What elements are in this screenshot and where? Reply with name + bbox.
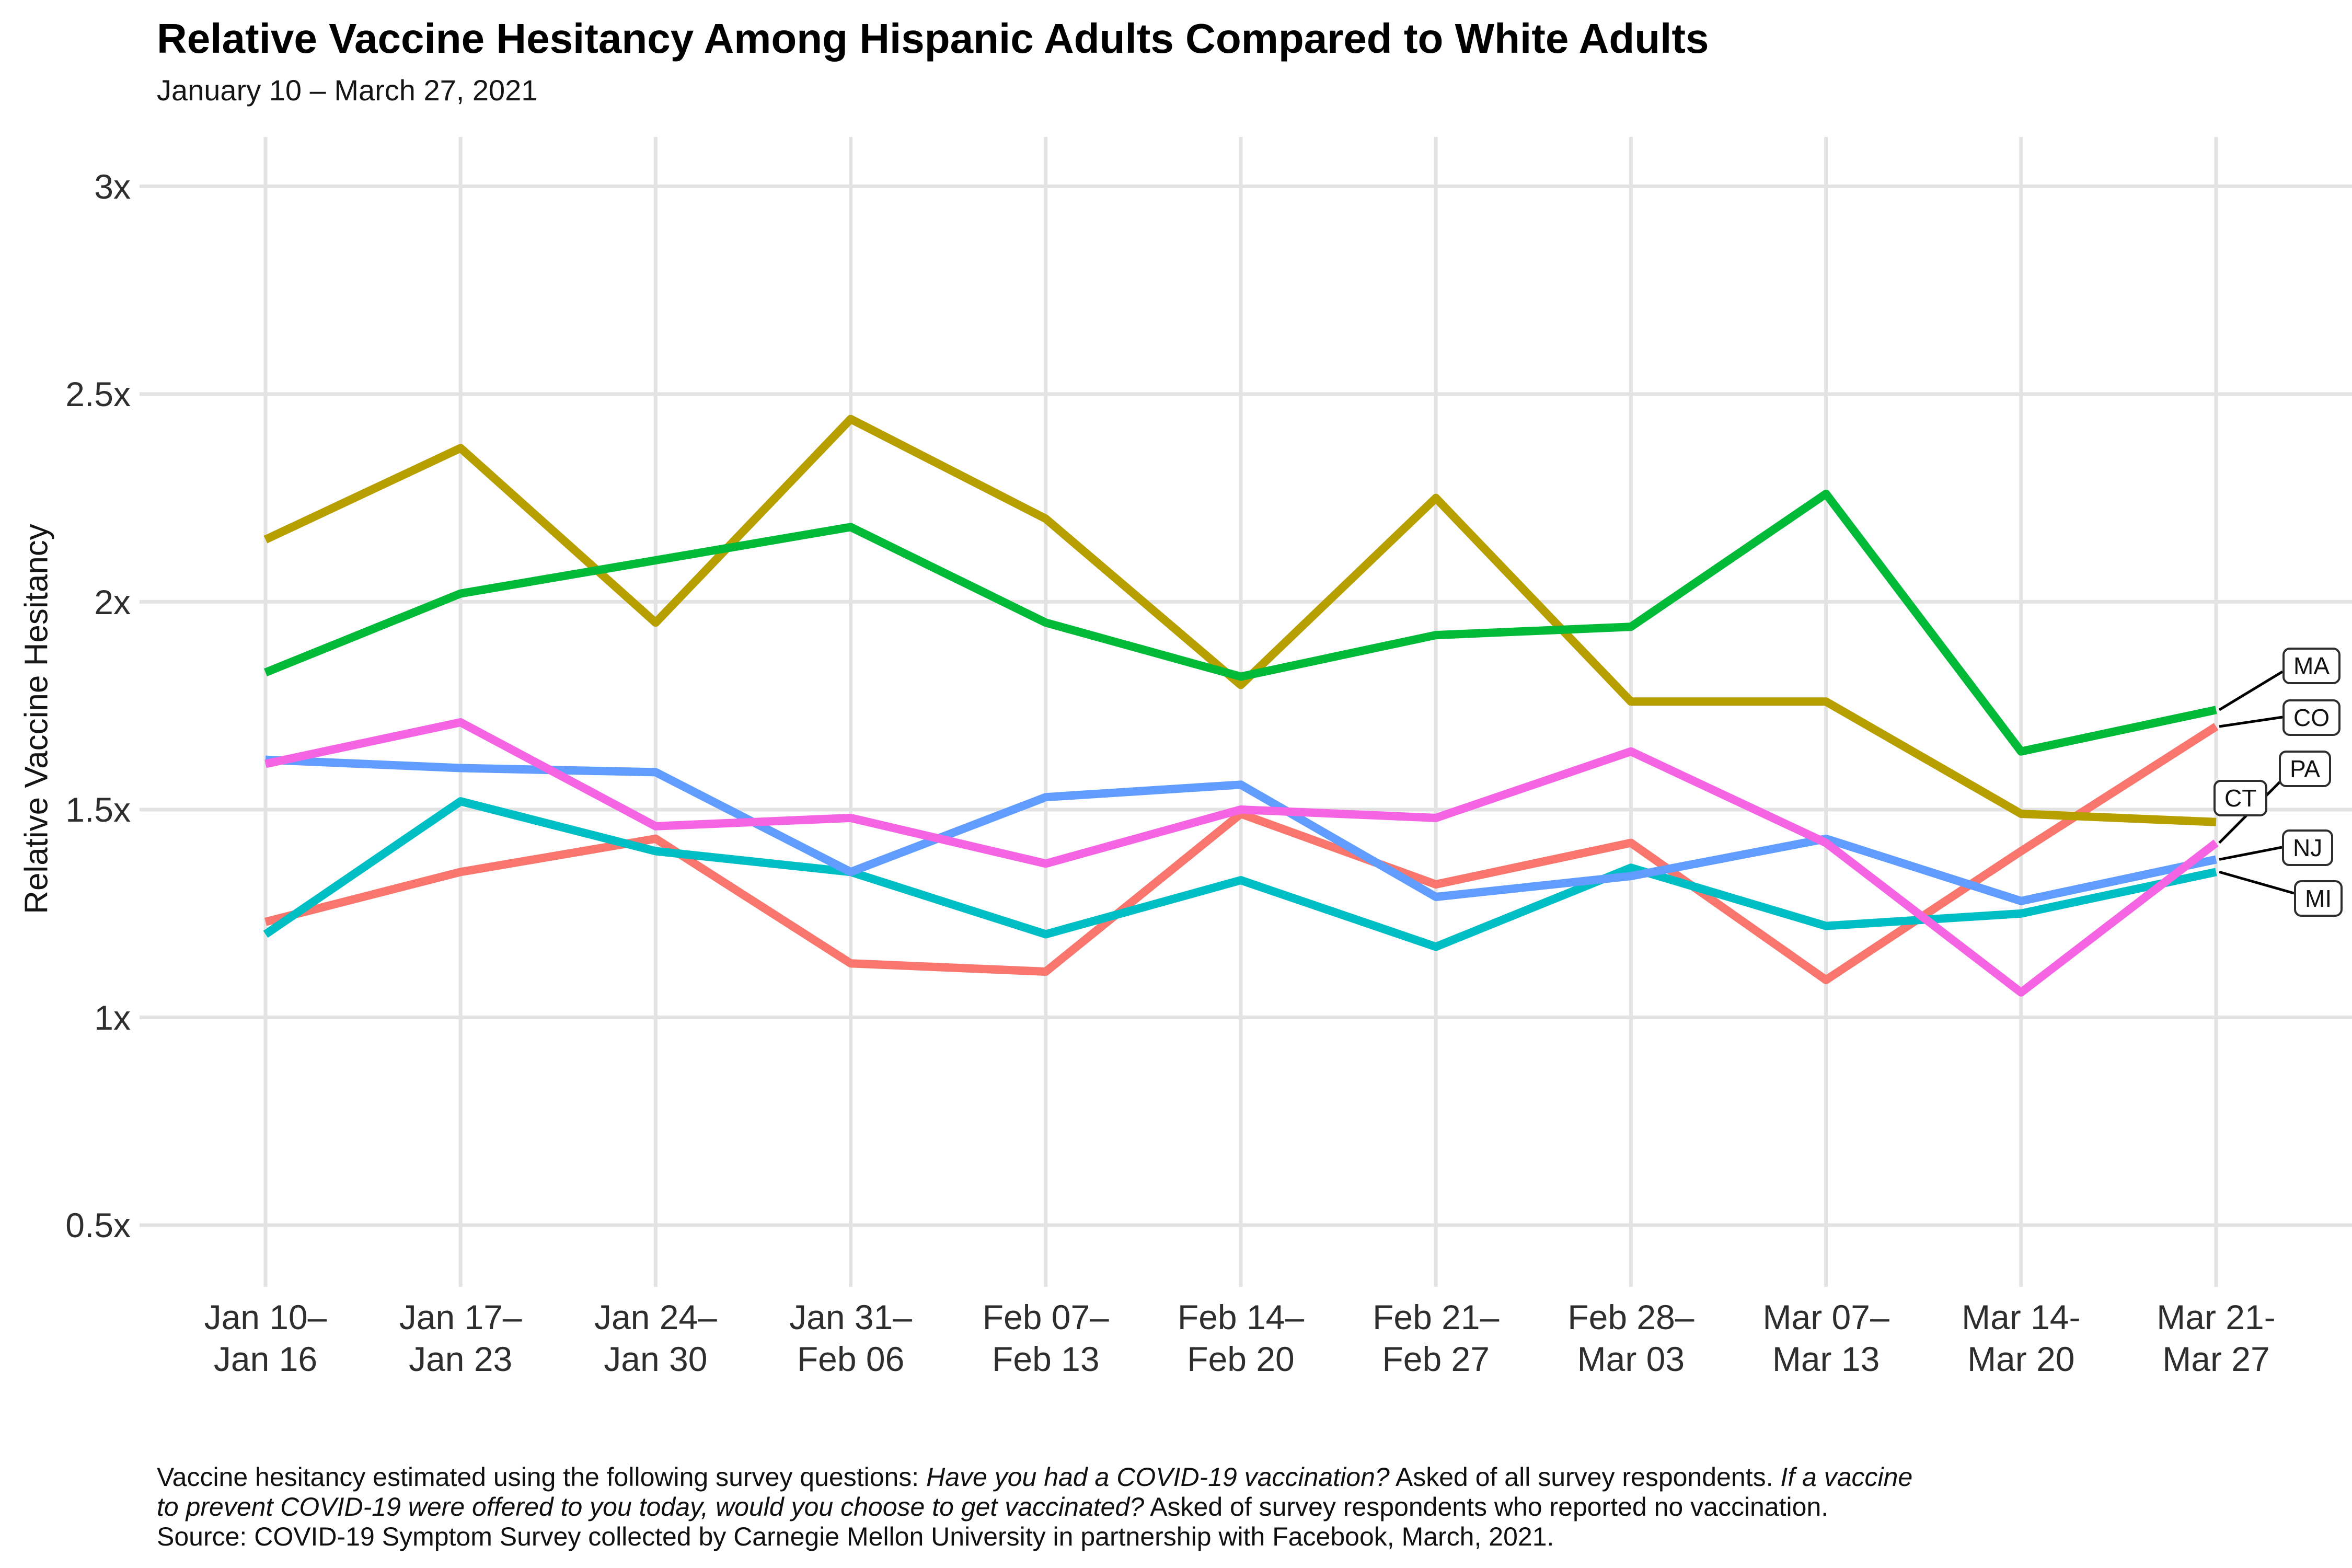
x-tick-label: Feb 28– Mar 03 — [1567, 1298, 1694, 1378]
series-line-MA — [263, 489, 2217, 756]
series-line-CT — [263, 414, 2217, 826]
caption-line: Vaccine hesitancy estimated using the fo… — [157, 1462, 1913, 1492]
x-tick-label: Mar 14- Mar 20 — [1962, 1298, 2081, 1378]
y-tick-label-0.5x: 0.5x — [65, 1206, 131, 1244]
leader-line-NJ — [2219, 846, 2282, 861]
series-label-MI: MI — [2294, 880, 2343, 917]
caption: Vaccine hesitancy estimated using the fo… — [157, 1462, 2342, 1552]
chart-title: Relative Vaccine Hesitancy Among Hispani… — [157, 15, 1709, 62]
series-line-PA — [264, 718, 2219, 997]
x-tick-label: Feb 21– Feb 27 — [1373, 1298, 1500, 1378]
chart-subtitle: January 10 – March 27, 2021 — [157, 74, 538, 107]
series-label-MA: MA — [2282, 648, 2341, 685]
series-label-CT: CT — [2213, 780, 2268, 817]
series-label-NJ: NJ — [2282, 829, 2334, 867]
gridlines — [140, 137, 2352, 1287]
y-tick-label-2.5x: 2.5x — [65, 375, 131, 413]
x-tick-label: Jan 17– Jan 23 — [399, 1298, 522, 1378]
x-tick-label: Jan 10– Jan 16 — [204, 1298, 327, 1378]
leader-line-CO — [2219, 716, 2283, 728]
series-lines — [263, 414, 2219, 997]
caption-line: to prevent COVID-19 were offered to you … — [157, 1492, 1829, 1521]
series-label-PA: PA — [2279, 751, 2331, 788]
y-axis-title: Relative Vaccine Hesitancy — [18, 524, 55, 914]
series-label-CO: CO — [2282, 699, 2341, 736]
x-tick-label: Mar 21- Mar 27 — [2157, 1298, 2276, 1378]
x-tick-label: Jan 24– Jan 30 — [594, 1298, 717, 1378]
leader-line-MI — [2219, 870, 2295, 895]
series-line-NJ — [265, 755, 2217, 905]
y-tick-label-1.5x: 1.5x — [65, 790, 131, 829]
caption-line: Source: COVID-19 Symptom Survey collecte… — [157, 1522, 1554, 1551]
x-tick-label: Feb 14– Feb 20 — [1177, 1298, 1305, 1378]
y-tick-label-3x: 3x — [94, 167, 131, 206]
series-line-MI — [263, 797, 2217, 951]
leader-line-MA — [2218, 670, 2284, 711]
y-tick-label-1x: 1x — [94, 998, 131, 1037]
x-tick-label: Mar 07– Mar 13 — [1762, 1298, 1889, 1378]
x-tick-label: Jan 31– Feb 06 — [789, 1298, 913, 1378]
y-tick-label-2x: 2x — [94, 582, 131, 621]
x-tick-label: Feb 07– Feb 13 — [982, 1298, 1109, 1378]
